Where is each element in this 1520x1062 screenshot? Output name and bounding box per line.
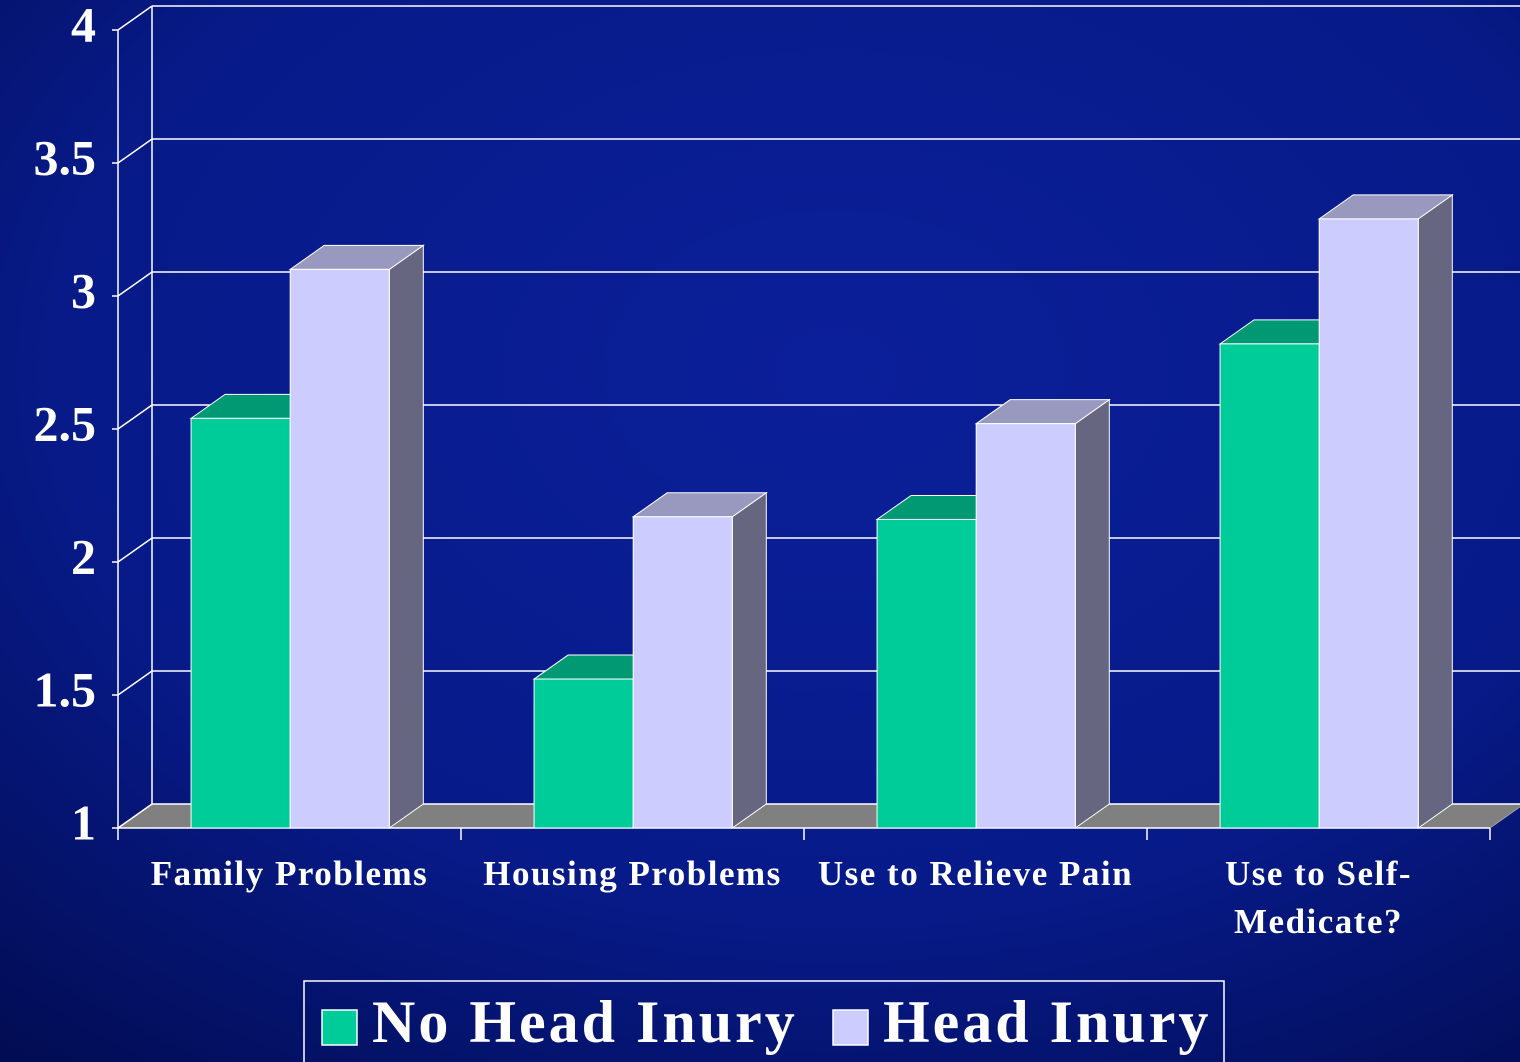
bar-side: [388, 244, 424, 829]
side-grid-line: [117, 803, 153, 829]
x-tick-label: Use to Relieve Pain: [818, 854, 1133, 893]
bar: [975, 423, 1076, 829]
bar: [1318, 218, 1419, 829]
side-grid-line: [117, 670, 153, 696]
bar: [1219, 343, 1320, 829]
bar-side: [1074, 398, 1110, 829]
bar: [632, 516, 733, 829]
bar: [190, 417, 291, 829]
legend-label: Head Inury: [883, 989, 1211, 1055]
y-tick-label: 2: [71, 528, 96, 584]
bar-side: [731, 491, 767, 829]
legend-box: [303, 980, 1225, 1062]
bar-side: [1417, 193, 1453, 829]
legend-swatch: [321, 1009, 358, 1046]
side-grid-line: [117, 138, 153, 164]
x-tick-label: Use to Self-Medicate?: [1225, 854, 1412, 941]
side-grid-line: [117, 5, 153, 31]
legend-label: No Head Inury: [372, 989, 798, 1055]
y-tick-label: 4: [71, 0, 96, 52]
bar: [876, 518, 977, 829]
side-grid-line: [117, 537, 153, 563]
bar: [533, 678, 634, 829]
y-tick-label: 3: [71, 262, 96, 318]
y-tick-label: 1.5: [34, 661, 97, 717]
y-tick-label: 2.5: [34, 395, 97, 451]
x-tick-label: Family Problems: [151, 854, 429, 893]
y-tick-label: 1: [71, 794, 96, 850]
side-grid-line: [117, 271, 153, 297]
bar: [289, 268, 390, 829]
y-tick-label: 3.5: [34, 129, 97, 185]
legend-swatch: [832, 1009, 869, 1046]
x-tick-label: Housing Problems: [483, 854, 782, 893]
side-grid-line: [117, 404, 153, 430]
